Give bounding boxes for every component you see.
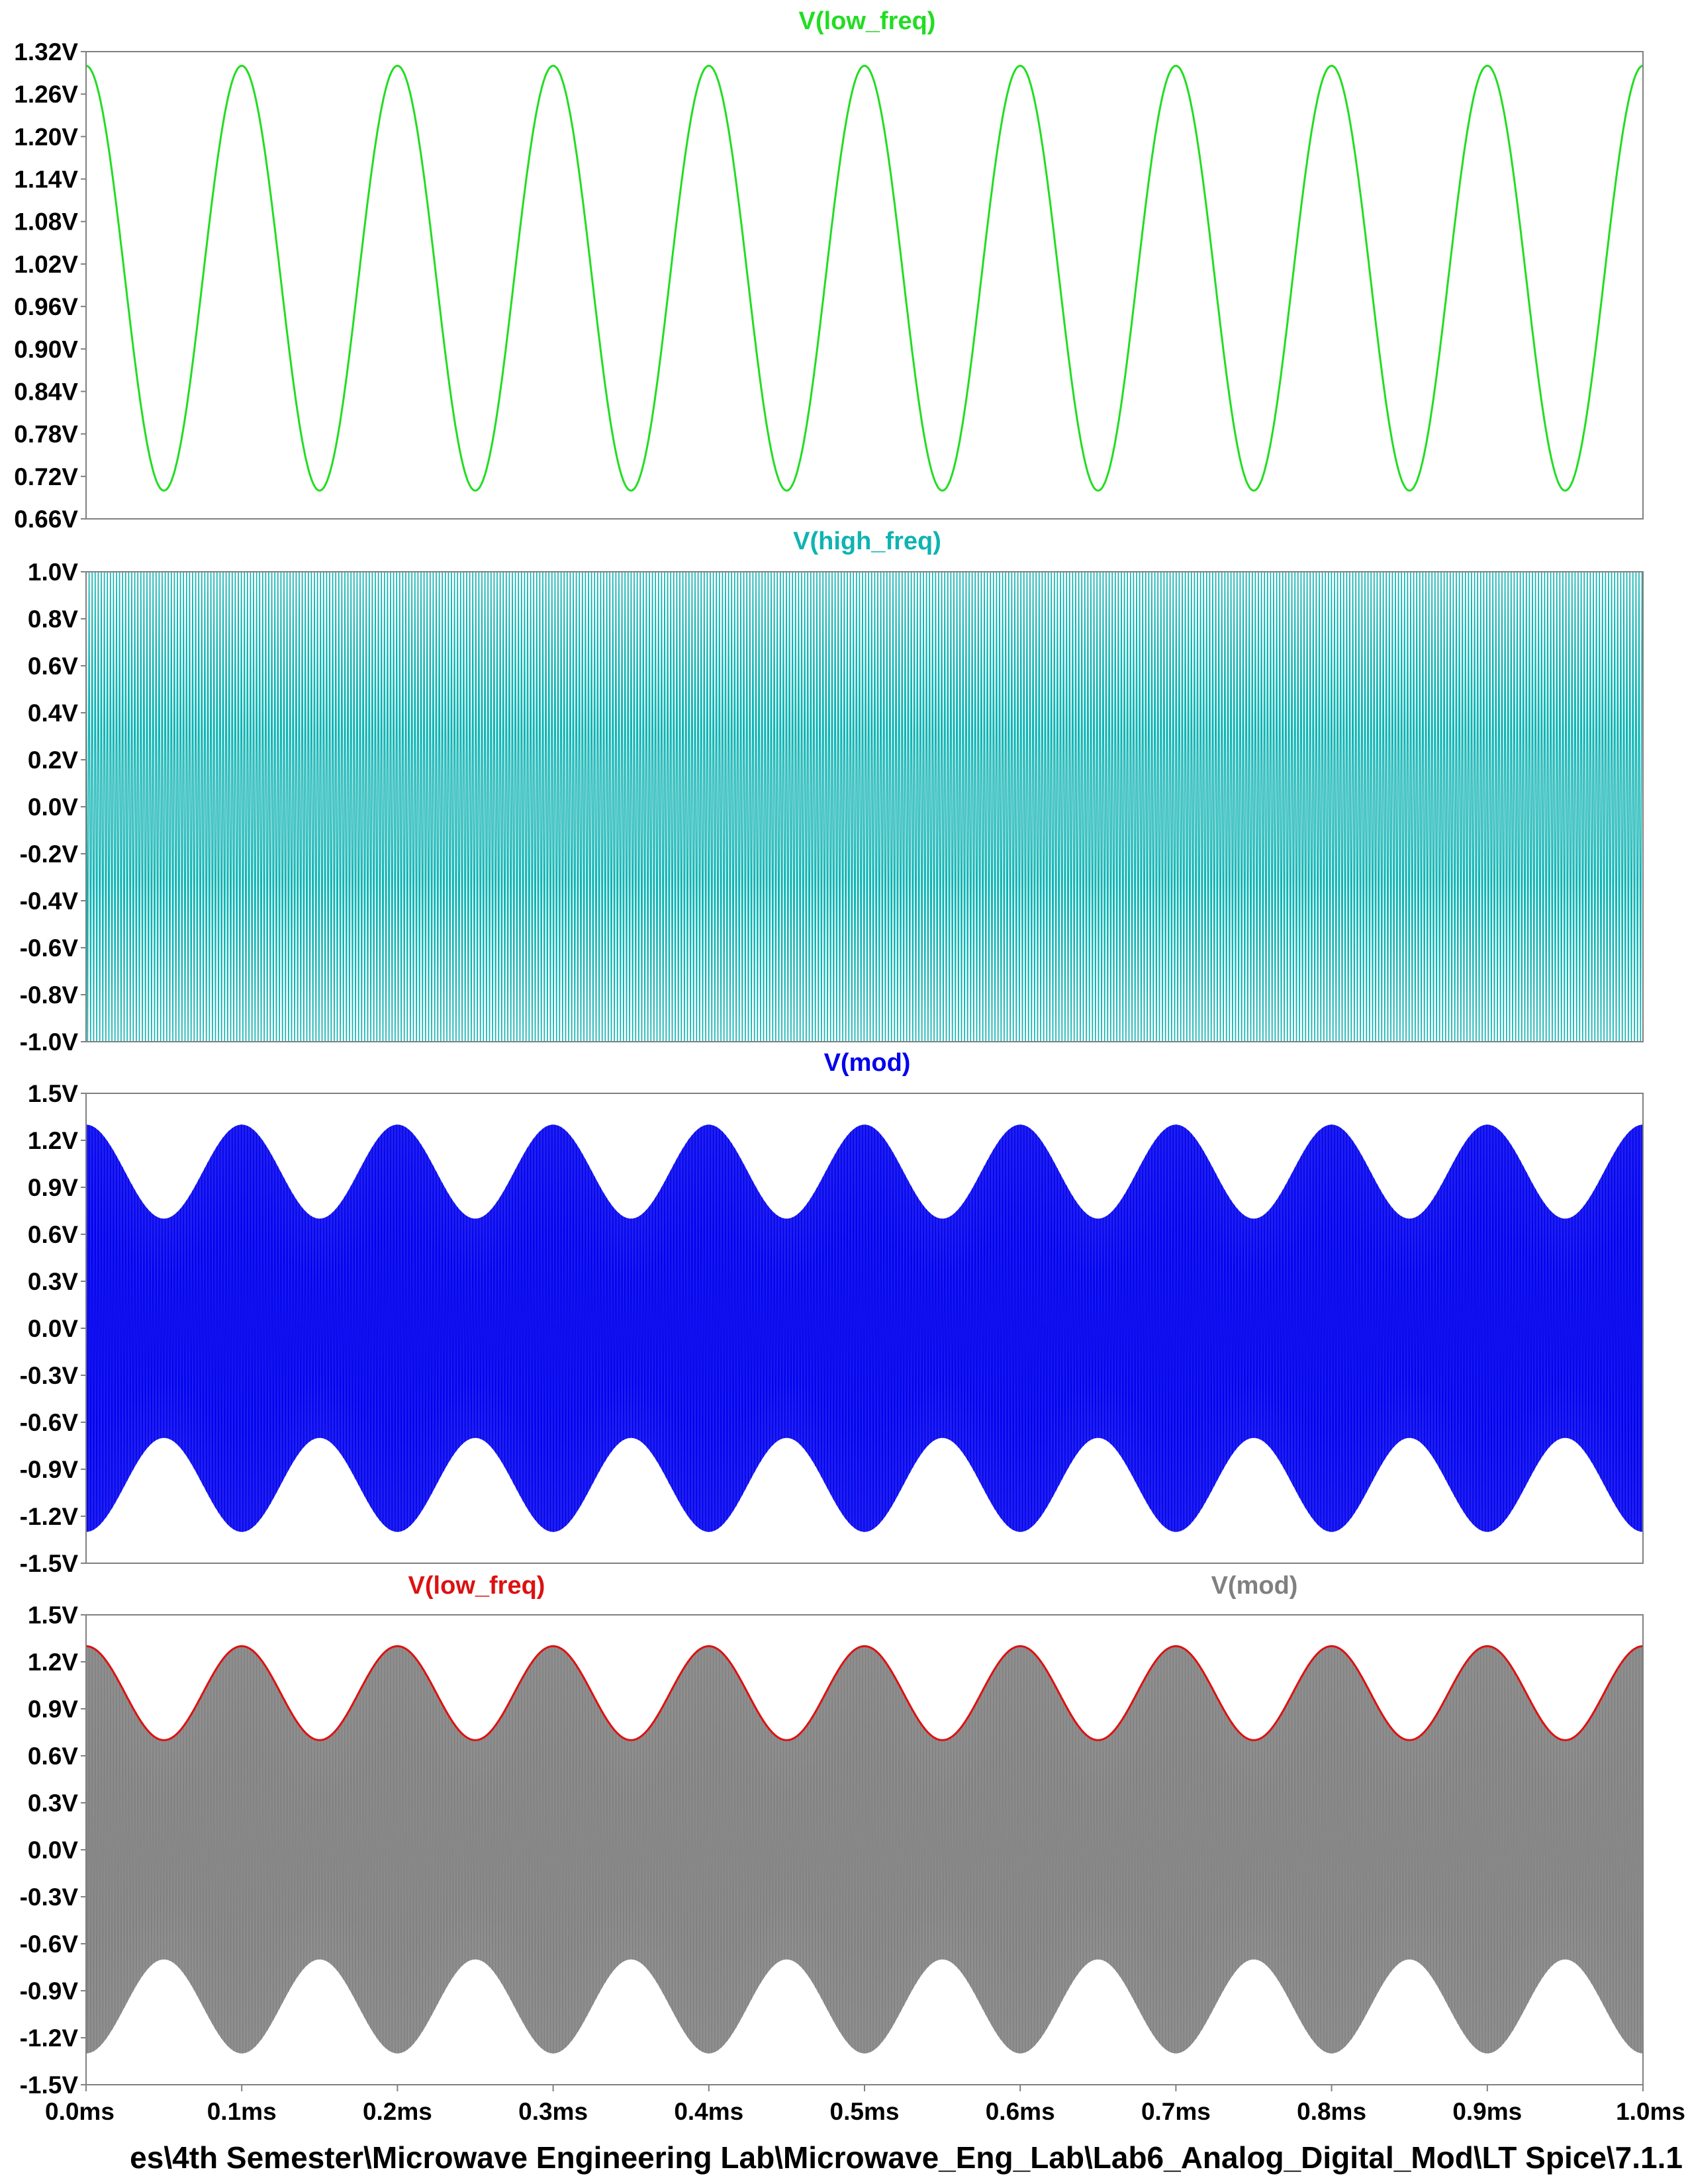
series-mod bbox=[85, 1124, 1643, 1532]
y-tick-label: -1.5V bbox=[20, 1550, 79, 1577]
pane-low-freq: V(low_freq) 1.32V 1.26V 1.20V 1.14V 1.08V 1.0… bbox=[14, 7, 1644, 533]
y-tick-label: -0.6V bbox=[20, 1931, 79, 1958]
y-ticks-overlay: 1.5V 1.2V 0.9V 0.6V 0.3V 0.0V -0.3V -0.6V -0.9V -… bbox=[20, 1602, 86, 2099]
y-tick-label: 1.26V bbox=[14, 81, 78, 108]
y-tick-label: 1.02V bbox=[14, 251, 78, 278]
x-tick-label: 0.9ms bbox=[1452, 2098, 1522, 2125]
y-tick-label: 1.32V bbox=[14, 38, 78, 66]
series-line-vlow-freq bbox=[85, 1645, 1644, 1741]
plot-frame-mod bbox=[85, 1093, 1644, 1564]
x-tick-label: 0.3ms bbox=[518, 2098, 588, 2125]
y-ticks-high-freq: 1.0V 0.8V 0.6V 0.4V 0.2V 0.0V -0.2V -0.4V -0.6V -… bbox=[20, 559, 86, 1056]
series-low-freq bbox=[85, 64, 1644, 492]
y-tick-label: -0.9V bbox=[20, 1456, 79, 1483]
x-tick-label: 0.4ms bbox=[674, 2098, 743, 2125]
y-tick-label: -0.6V bbox=[20, 1409, 79, 1436]
plot-frame-high-freq bbox=[85, 571, 1644, 1042]
x-tick-label: 1.0ms bbox=[1616, 2098, 1685, 2125]
footer-path-bar: es\4th Semester\Microwave Engineering La… bbox=[0, 2139, 1688, 2184]
y-tick-label: 1.0V bbox=[28, 559, 78, 586]
y-ticks-mod: 1.5V 1.2V 0.9V 0.6V 0.3V 0.0V -0.3V -0.6V -0.9V -… bbox=[20, 1080, 86, 1577]
y-tick-label: 1.14V bbox=[14, 166, 78, 193]
y-tick-label: -0.9V bbox=[20, 1978, 79, 2005]
pane-mod: V(mod) 1.5V 1.2V 0.9V 0.6V 0.3V 0.0V -0.3V -0.6… bbox=[20, 1049, 1644, 1577]
series-line-vlow-freq bbox=[85, 64, 1644, 492]
x-tick-label: 0.0ms bbox=[45, 2098, 115, 2125]
y-tick-label: 1.5V bbox=[28, 1080, 78, 1107]
pane-title-low-freq: V(low_freq) bbox=[799, 7, 936, 35]
y-tick-label: 1.20V bbox=[14, 123, 78, 150]
x-tick-label: 0.8ms bbox=[1297, 2098, 1366, 2125]
y-tick-label: 1.5V bbox=[28, 1602, 78, 1629]
y-ticks-low-freq: 1.32V 1.26V 1.20V 1.14V 1.08V 1.02V 0.96V 0.90V… bbox=[14, 38, 86, 533]
y-tick-label: 1.2V bbox=[28, 1649, 78, 1676]
x-tick-label: 0.2ms bbox=[363, 2098, 432, 2125]
y-tick-label: 0.96V bbox=[14, 293, 78, 320]
pane-title-high-freq: V(high_freq) bbox=[793, 527, 941, 555]
footer-path: es\4th Semester\Microwave Engineering La… bbox=[130, 2140, 1683, 2175]
y-tick-label: 0.9V bbox=[28, 1174, 78, 1201]
x-tick-label: 0.5ms bbox=[830, 2098, 900, 2125]
y-tick-label: 0.0V bbox=[28, 794, 78, 821]
y-tick-label: 0.3V bbox=[28, 1268, 78, 1295]
y-tick-label: -1.0V bbox=[20, 1028, 79, 1056]
y-tick-label: 0.2V bbox=[28, 747, 78, 774]
y-tick-label: 0.0V bbox=[28, 1315, 78, 1342]
y-tick-label: 0.84V bbox=[14, 378, 78, 405]
y-tick-label: -1.5V bbox=[20, 2071, 79, 2099]
y-tick-label: 0.3V bbox=[28, 1790, 78, 1817]
x-ticks: 0.0ms 0.1ms 0.2ms 0.3ms 0.4ms 0.5ms 0.6ms 0.7ms… bbox=[45, 2085, 1685, 2125]
x-tick-label: 0.7ms bbox=[1141, 2098, 1211, 2125]
series-high-freq bbox=[85, 571, 1643, 1042]
y-tick-label: 0.0V bbox=[28, 1837, 78, 1864]
y-tick-label: -0.2V bbox=[20, 841, 79, 868]
x-tick-label: 0.1ms bbox=[207, 2098, 277, 2125]
y-tick-label: 0.6V bbox=[28, 1743, 78, 1770]
plot-frame-low-freq bbox=[85, 51, 1644, 520]
y-tick-label: 0.6V bbox=[28, 1221, 78, 1248]
y-tick-label: 0.72V bbox=[14, 463, 78, 490]
y-tick-label: 1.08V bbox=[14, 208, 78, 236]
y-tick-label: -0.8V bbox=[20, 981, 79, 1009]
y-tick-label: 0.66V bbox=[14, 506, 78, 533]
y-tick-label: 1.2V bbox=[28, 1127, 78, 1154]
series-overlay bbox=[85, 1645, 1644, 2054]
pane-title-overlay-mod: V(mod) bbox=[1211, 1572, 1298, 1600]
y-tick-label: 0.6V bbox=[28, 653, 78, 680]
y-tick-label: 0.90V bbox=[14, 336, 78, 363]
pane-title-overlay-low-freq: V(low_freq) bbox=[408, 1572, 545, 1600]
y-tick-label: -1.2V bbox=[20, 2025, 79, 2052]
series-line-mod bbox=[85, 1124, 1643, 1532]
series-line-high-freq bbox=[85, 571, 1643, 1042]
y-tick-label: -0.6V bbox=[20, 934, 79, 962]
y-tick-label: -1.2V bbox=[20, 1503, 79, 1530]
pane-title-mod: V(mod) bbox=[824, 1049, 911, 1077]
y-tick-label: 0.9V bbox=[28, 1696, 78, 1723]
series-line-mod bbox=[85, 1646, 1643, 2054]
y-tick-label: -0.3V bbox=[20, 1884, 79, 1911]
y-tick-label: 0.78V bbox=[14, 421, 78, 448]
y-tick-label: 0.4V bbox=[28, 700, 78, 727]
pane-high-freq: V(high_freq) 1.0V 0.8V 0.6V 0.4V 0.2V 0.0V -0.… bbox=[20, 527, 1644, 1056]
y-tick-label: 0.8V bbox=[28, 606, 78, 633]
y-tick-label: -0.4V bbox=[20, 887, 79, 915]
pane-overlay: V(low_freq) V(mod) 1.5V 1.2V 0.9V 0.6V 0.3V 0… bbox=[20, 1572, 1644, 2099]
x-tick-label: 0.6ms bbox=[986, 2098, 1055, 2125]
y-tick-label: -0.3V bbox=[20, 1362, 79, 1389]
